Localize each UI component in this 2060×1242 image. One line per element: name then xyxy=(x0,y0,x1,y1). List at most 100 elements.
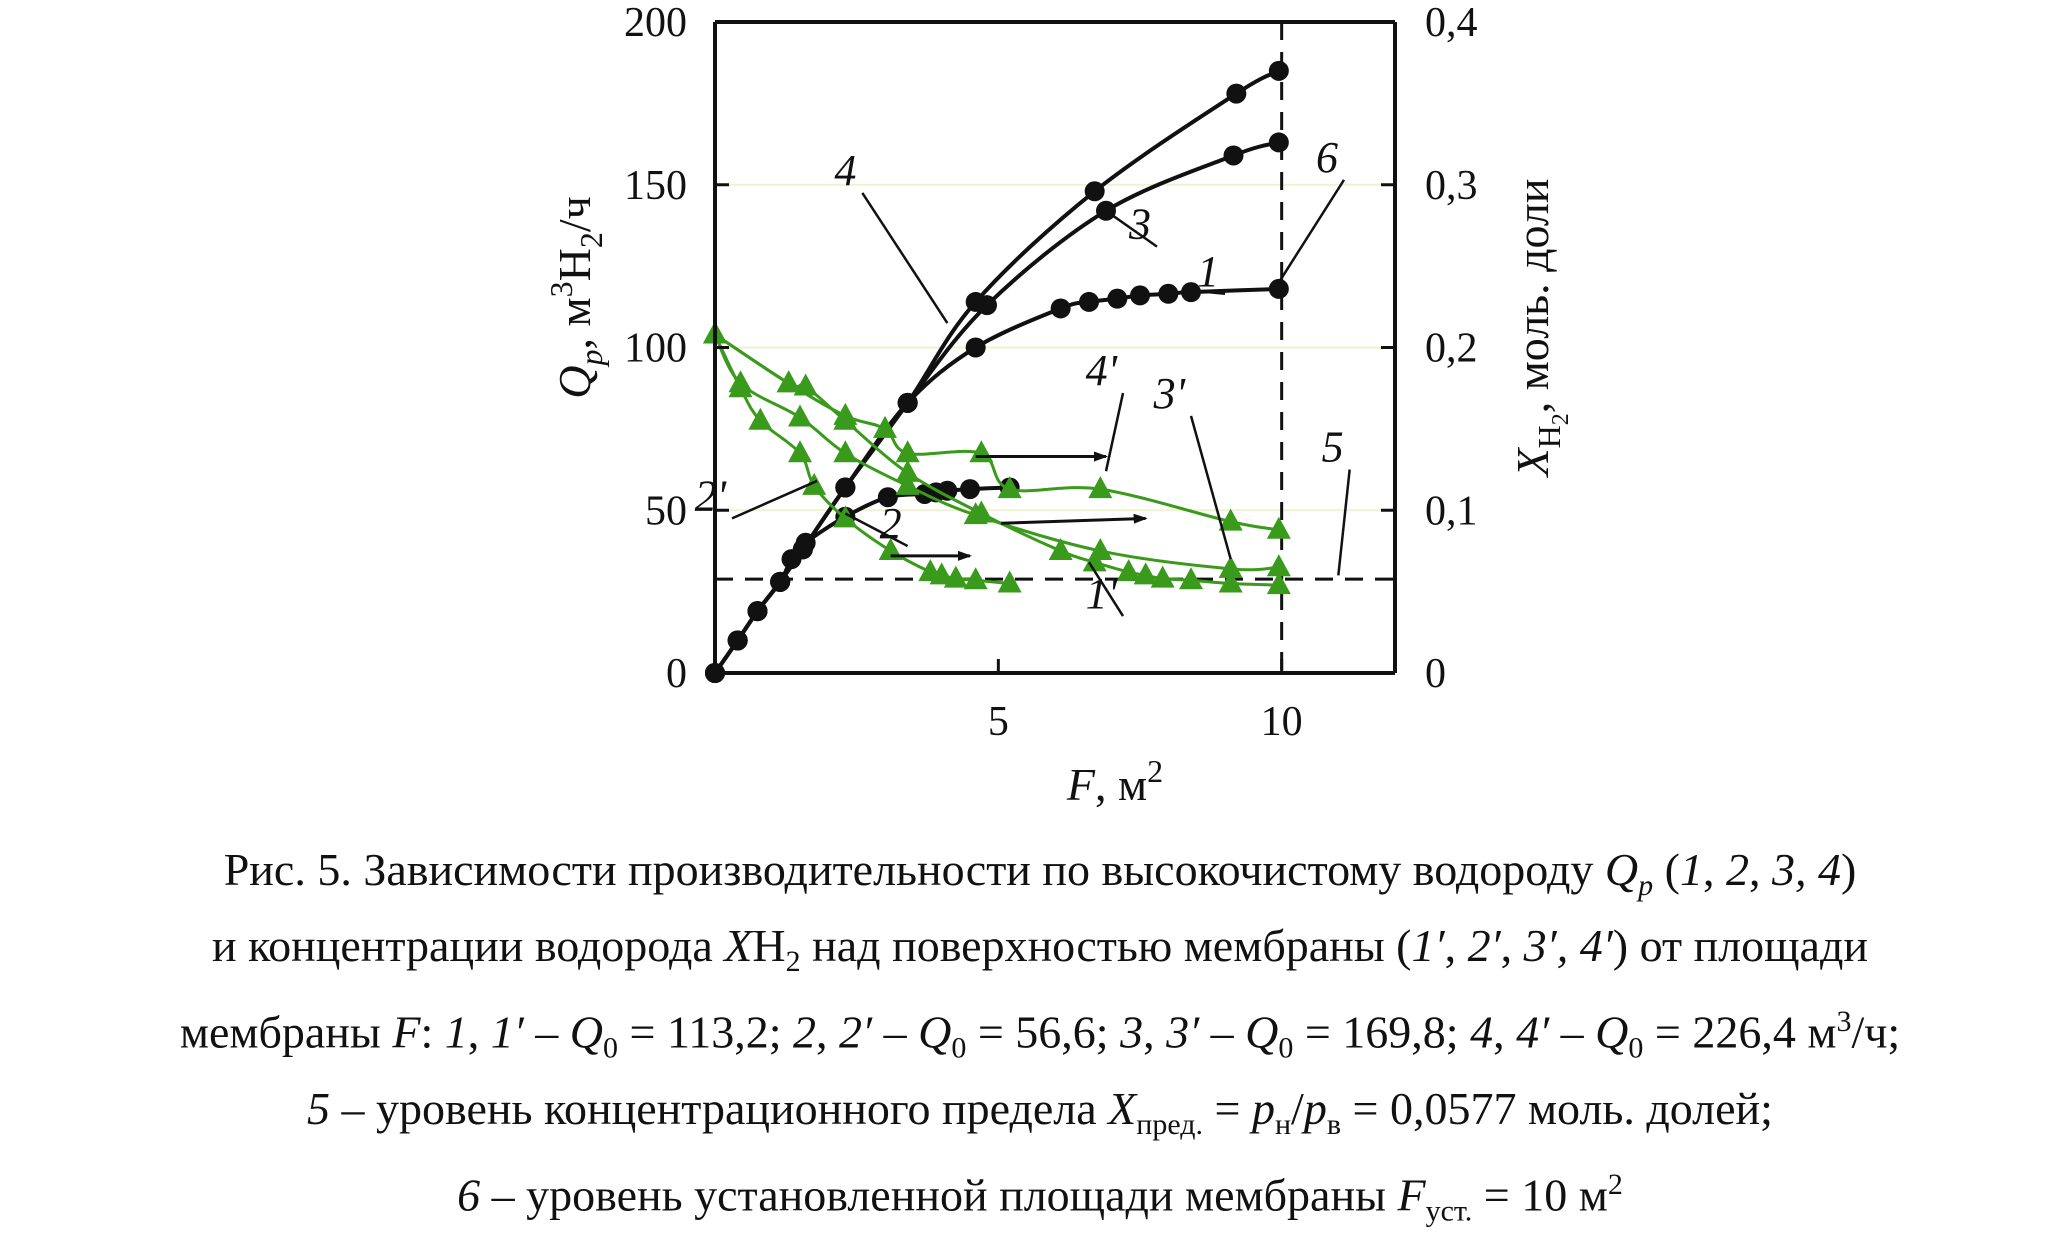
caption-part: Q xyxy=(1604,844,1639,895)
left-tick-label: 0 xyxy=(666,651,687,697)
caption-part: ( xyxy=(1653,844,1680,895)
left-axis-sup: 3 xyxy=(543,281,579,297)
data-point xyxy=(1266,516,1291,539)
data-point xyxy=(1268,278,1289,299)
data-point xyxy=(873,415,897,438)
caption-part: = xyxy=(1203,1082,1252,1134)
caption-part: – xyxy=(872,1006,919,1058)
leader-line xyxy=(1105,209,1158,248)
caption-part: н xyxy=(1274,1108,1292,1142)
series-line xyxy=(714,333,1280,532)
data-point xyxy=(1088,537,1113,560)
caption-part: уст. xyxy=(1425,1194,1473,1228)
data-point xyxy=(943,565,968,588)
caption-part: 3′ xyxy=(1166,1006,1200,1058)
leader-line xyxy=(861,192,949,324)
caption-part: 0 xyxy=(1278,1031,1294,1065)
curve-labels: 1 2 3 4 6 1' 2' 3' 4' 5 xyxy=(695,133,1351,618)
data-point xyxy=(1084,181,1105,202)
caption-part: 4 xyxy=(1470,1006,1494,1058)
caption-part: ) от площади xyxy=(1612,920,1868,972)
data-point xyxy=(1226,83,1247,104)
data-point xyxy=(997,570,1022,593)
caption-part: 2′ xyxy=(1467,920,1501,972)
caption-part: F xyxy=(392,1006,421,1058)
data-point xyxy=(965,337,986,358)
caption-part: 2′ xyxy=(839,1006,873,1058)
caption-part: 2 xyxy=(785,945,801,979)
chart: 0 50 100 150 200 0 0,1 0,2 0,3 0,4 5 10 1 2 3 4 6 1' 2' 3'… xyxy=(543,0,1574,810)
data-point xyxy=(929,562,954,585)
leader-line xyxy=(1087,561,1125,617)
data-point xyxy=(895,472,920,495)
caption-part: – уровень установленной площади мембраны xyxy=(480,1169,1398,1221)
caption-part: 0 xyxy=(1628,1031,1644,1065)
data-point xyxy=(1048,537,1073,560)
right-axis-var: X xyxy=(1507,447,1558,479)
data-point xyxy=(1082,549,1107,572)
series-1 xyxy=(705,278,1289,683)
right-axis-sub: H xyxy=(1531,425,1567,448)
data-point xyxy=(1181,282,1201,303)
right-tick-label: 0,4 xyxy=(1425,0,1478,46)
left-axis-var: Q xyxy=(549,366,600,399)
caption-part: , xyxy=(1748,844,1772,895)
caption-part: 1′ xyxy=(490,1006,524,1058)
data-point xyxy=(1150,565,1175,588)
left-tick-label: 200 xyxy=(624,0,687,46)
data-point xyxy=(1268,60,1289,81)
curve-label-3-prime: 3' xyxy=(1153,369,1187,418)
caption-part: , xyxy=(467,1006,491,1058)
data-point xyxy=(1116,559,1141,582)
curve-label-4: 4 xyxy=(834,146,856,195)
data-point xyxy=(897,392,918,413)
left-axis-unit: , м xyxy=(549,297,600,349)
caption-part: 0 xyxy=(951,1031,967,1065)
data-point xyxy=(937,480,958,501)
x-axis-sup: 2 xyxy=(1147,753,1163,789)
right-axis-title: XH2, моль. доли xyxy=(1507,178,1574,478)
data-point xyxy=(747,601,768,622)
leader-line xyxy=(1190,289,1226,296)
caption-line-2: и концентрации водорода XH2 над поверхно… xyxy=(60,916,2020,992)
caption-part: Q xyxy=(918,1006,952,1058)
caption-part: и концентрации водорода xyxy=(211,920,725,972)
data-point xyxy=(833,505,858,528)
series-4 xyxy=(705,60,1289,683)
left-axis-unit2: H xyxy=(549,248,600,281)
left-tick-label: 150 xyxy=(624,163,687,209)
leader-line xyxy=(1277,179,1346,284)
caption-part: – уровень концентрационного предела xyxy=(330,1082,1109,1134)
caption-part: , xyxy=(1702,844,1726,895)
data-point xyxy=(1130,285,1150,306)
curve-label-3: 3 xyxy=(1128,200,1151,249)
caption-part: = 226,4 м xyxy=(1643,1006,1837,1058)
curve-label-4-prime: 4' xyxy=(1086,346,1119,395)
caption-part: 3 xyxy=(1120,1006,1144,1058)
caption-part: ) xyxy=(1840,844,1857,895)
data-point xyxy=(833,440,858,463)
caption-line-4: 5 – уровень концентрационного предела Xп… xyxy=(60,1079,2020,1155)
caption-part: 3, 4 xyxy=(1771,844,1841,895)
series-3-prime xyxy=(703,321,1291,578)
leader-line xyxy=(731,479,818,520)
data-point xyxy=(770,571,791,592)
x-tick-label: 10 xyxy=(1261,699,1303,745)
caption-part: 2 xyxy=(1725,844,1749,895)
caption-part: мембраны xyxy=(179,1006,393,1058)
caption-part: : xyxy=(420,1006,445,1058)
caption-line-5: 6 – уровень установленной площади мембра… xyxy=(60,1155,2020,1242)
left-tick-label: 50 xyxy=(645,488,687,534)
data-point xyxy=(833,402,858,425)
left-axis-unit3: /ч xyxy=(549,196,600,232)
x-axis-unit: , м xyxy=(1095,759,1147,810)
caption-part: X xyxy=(724,920,753,972)
caption-part: /ч; xyxy=(1851,1006,1901,1058)
caption-part: Q xyxy=(1595,1006,1629,1058)
data-point xyxy=(1266,554,1291,577)
data-point xyxy=(895,440,920,463)
data-point xyxy=(1050,298,1071,319)
data-point xyxy=(776,370,801,393)
right-tick-label: 0 xyxy=(1425,651,1446,697)
